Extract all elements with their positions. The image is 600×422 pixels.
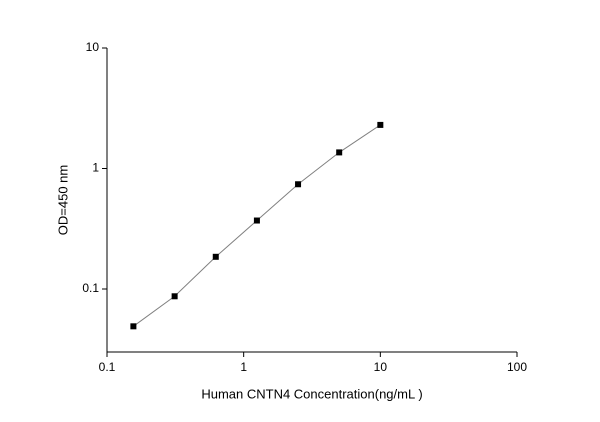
x-tick-label: 0.1: [99, 360, 116, 374]
x-tick-label: 10: [374, 360, 388, 374]
x-axis-label: Human CNTN4 Concentration(ng/mL ): [201, 386, 422, 401]
y-tick-label: 0.1: [82, 281, 99, 295]
fit-line: [133, 124, 381, 327]
point: [253, 217, 260, 224]
point: [171, 293, 178, 300]
y-tick-label: 1: [92, 161, 99, 175]
point: [377, 121, 384, 128]
point: [336, 149, 343, 156]
y-tick-label: 10: [86, 40, 100, 54]
x-tick-label: 1: [240, 360, 247, 374]
x-tick-label: 100: [507, 360, 527, 374]
point: [130, 323, 137, 330]
point: [295, 181, 302, 188]
point: [212, 253, 219, 260]
y-axis-label: OD=450 nm: [55, 165, 70, 235]
